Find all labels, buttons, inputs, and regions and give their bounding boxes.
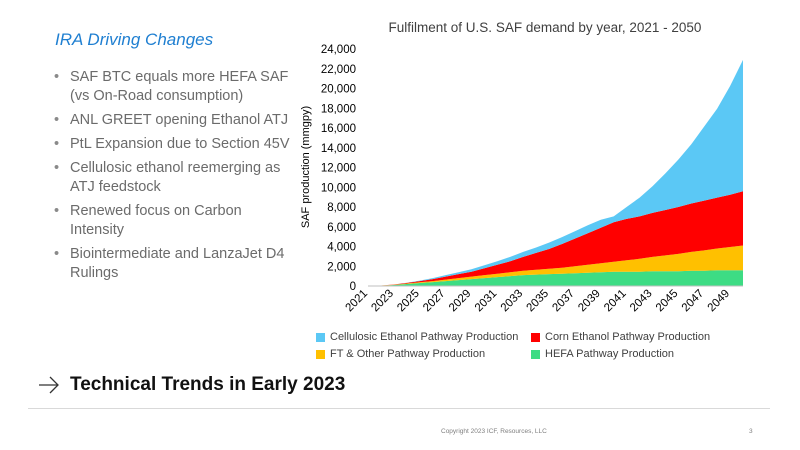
legend-label: Corn Ethanol Pathway Production [545,331,711,343]
x-tick-label: 2025 [395,288,422,315]
area-series-2 [368,191,743,286]
legend-label: FT & Other Pathway Production [330,348,486,360]
x-tick-label: 2049 [706,288,733,315]
area-series-3 [368,59,743,287]
y-tick-label: 12,000 [321,163,356,175]
section-header: Technical Trends in Early 2023 [38,374,345,396]
x-tick-label: 2029 [447,288,474,315]
x-tick-label: 2041 [602,288,629,315]
legend-swatch [316,332,325,342]
legend-swatch [531,349,540,359]
x-tick-label: 2021 [344,288,371,315]
y-axis-label: SAF production (mmgpy) [300,106,312,228]
x-tick-label: 2039 [576,288,603,315]
x-tick-label: 2037 [550,288,577,315]
area-series-0 [368,270,743,286]
legend-label: HEFA Pathway Production [545,348,675,360]
x-tick-label: 2023 [369,288,396,315]
legend-label: Cellulosic Ethanol Pathway Production [330,331,519,343]
y-tick-label: 18,000 [321,103,356,115]
legend-swatch [316,349,325,359]
x-tick-label: 2027 [421,288,448,315]
x-tick-label: 2031 [473,288,500,315]
section-title: Technical Trends in Early 2023 [70,374,346,395]
y-tick-label: 22,000 [321,64,356,76]
footer-divider [28,408,770,409]
legend-item-cellulosic: Cellulosic Ethanol Pathway Production [316,331,531,343]
chart-areas [368,59,743,287]
y-tick-label: 0 [350,281,356,293]
x-tick-label: 2035 [525,288,552,315]
bullet-item: Biointermediate and LanzaJet D4 Rulings [52,245,297,283]
chart-legend: Cellulosic Ethanol Pathway Production Co… [316,331,786,360]
x-tick-label: 2033 [499,288,526,315]
left-panel-title: IRA Driving Changes [55,30,214,49]
bullet-item: Cellulosic ethanol reemerging as ATJ fee… [52,159,297,197]
x-tick-label: 2043 [628,288,655,315]
copyright-text: Copyright 2023 ICF, Resources, LLC [441,428,547,435]
y-tick-label: 8,000 [327,202,356,214]
y-tick-label: 4,000 [327,242,356,254]
y-tick-label: 20,000 [321,84,356,96]
y-axis: 0 2,000 4,000 6,000 8,000 10,000 12,000 14,000 1… [321,44,356,293]
bullet-item: ANL GREET opening Ethanol ATJ [52,111,297,130]
x-tick-label: 2045 [654,288,681,315]
bullet-item: SAF BTC equals more HEFA SAF (vs On-Road… [52,68,297,106]
legend-item-hefa: HEFA Pathway Production [531,348,786,360]
y-tick-label: 24,000 [321,44,356,56]
y-tick-label: 14,000 [321,143,356,155]
chart-title: Fulfilment of U.S. SAF demand by year, 2… [388,20,702,35]
area-series-1 [368,245,743,286]
legend-item-corn: Corn Ethanol Pathway Production [531,331,786,343]
arrow-right-icon [39,376,59,394]
y-tick-label: 6,000 [327,222,356,234]
bullet-item: Renewed focus on Carbon Intensity [52,202,297,240]
y-tick-label: 2,000 [327,261,356,273]
x-tick-label: 2047 [680,288,707,315]
bullet-list: SAF BTC equals more HEFA SAF (vs On-Road… [52,68,297,288]
page-number: 3 [749,428,753,435]
bullet-item: PtL Expansion due to Section 45V [52,135,297,154]
y-tick-label: 16,000 [321,123,356,135]
y-tick-label: 10,000 [321,182,356,194]
x-axis: 2021 2023 2025 2027 2029 2031 2033 2035 2037 2039… [344,285,743,315]
legend-item-ft-other: FT & Other Pathway Production [316,348,531,360]
legend-swatch [531,332,540,342]
